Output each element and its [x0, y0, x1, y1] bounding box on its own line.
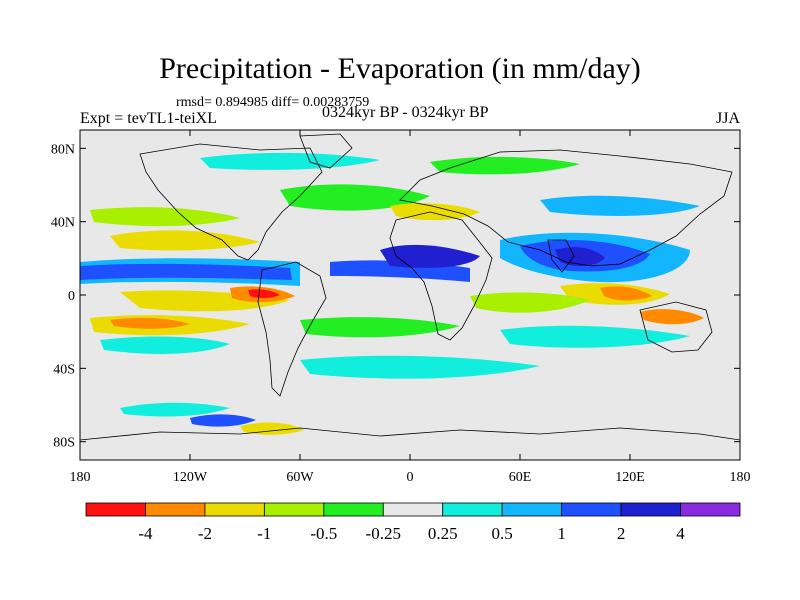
colorbar-box [501, 502, 563, 517]
lon-tick-label: 60E [509, 470, 532, 485]
coastline-india [547, 239, 575, 273]
field-indian-ocean-dry [470, 292, 590, 313]
colorbar-label: 0.5 [492, 524, 513, 543]
colorbar-label: 0.25 [428, 524, 458, 543]
colorbar-label: -4 [138, 524, 153, 543]
lat-tick-label: 40S [53, 362, 75, 377]
field-north-atlantic-green [280, 184, 430, 211]
coastline-north-america [139, 143, 323, 261]
lon-tick-label: 120W [173, 470, 208, 485]
field-southern-ocean-cyan [300, 355, 540, 379]
plot-title: Precipitation - Evaporation (in mm/day) [159, 52, 641, 85]
colorbar-box [145, 502, 206, 517]
lat-tick-label: 0 [68, 289, 75, 304]
precip-minus-evap-field [80, 133, 740, 441]
coastline-antarctica [80, 427, 740, 441]
field-antarctic-cyan [120, 402, 230, 417]
field-south-atlantic-green [300, 317, 460, 338]
field-south-pacific-orange [110, 317, 190, 329]
lon-tick-label: 120E [615, 470, 645, 485]
experiment-label: Expt = tevTL1-teiXL [80, 110, 217, 127]
field-north-pacific-storm [540, 195, 700, 216]
lon-tick-label: 180 [730, 470, 751, 485]
colorbar-label: -0.25 [366, 524, 401, 543]
colorbar-label: 4 [676, 524, 685, 543]
field-east-pacific-core [248, 289, 280, 299]
colorbar-box [204, 502, 265, 517]
lon-tick-label: 0 [407, 470, 414, 485]
colorbar-label: -1 [257, 524, 271, 543]
colorbar-box [85, 502, 146, 517]
field-antarctic-blue [190, 414, 256, 427]
field-subtropical-green [90, 207, 240, 227]
field-bay-of-bengal [555, 247, 605, 267]
colorbar-label: 2 [617, 524, 626, 543]
field-west-africa [380, 244, 480, 268]
lat-tick-label: 80N [51, 142, 75, 157]
season-label: JJA [716, 110, 741, 127]
colorbar-box [442, 502, 503, 517]
colorbar-box [561, 502, 622, 517]
field-south-pacific-cyan [100, 336, 230, 354]
lon-tick-label: 180 [70, 470, 91, 485]
field-north-pacific-dry [110, 230, 260, 251]
longitude-axis: 180 120W 60W 0 60E 120E 180 [70, 130, 751, 485]
colorbar-label: -2 [198, 524, 212, 543]
colorbar: -4 -2 -1 -0.5 -0.25 0.25 0.5 1 2 4 [85, 502, 741, 543]
colorbar-box [382, 502, 444, 517]
lon-tick-label: 60W [286, 470, 314, 485]
field-south-indian-cyan [500, 325, 690, 348]
colorbar-box [323, 502, 384, 517]
colorbar-label: -0.5 [310, 524, 337, 543]
period-label: 0324kyr BP - 0324kyr BP [322, 104, 489, 121]
coastline-greenland [299, 133, 353, 169]
lat-tick-label: 40N [51, 216, 75, 231]
field-australia-dry [640, 309, 704, 325]
colorbar-label: 1 [557, 524, 566, 543]
field-itcz-pacific-dark [80, 263, 292, 280]
latitude-axis: 80N 40N 0 40S 80S [51, 142, 740, 451]
field-antarctic-yellow [240, 422, 304, 435]
coastline-australia [639, 301, 713, 353]
coastline-eurasia [399, 149, 733, 267]
coastline-south-america [257, 261, 327, 397]
field-siberia-green [430, 156, 580, 175]
field-arctic-cyan [200, 152, 380, 170]
colorbar-box [620, 502, 681, 517]
colorbar-box [680, 502, 741, 517]
coastline-africa [389, 211, 493, 341]
stats-label: rmsd= 0.894985 diff= 0.00283759 [176, 95, 370, 110]
colorbar-box [263, 502, 325, 517]
field-indonesia-dry [600, 286, 652, 301]
lat-tick-label: 80S [53, 436, 75, 451]
